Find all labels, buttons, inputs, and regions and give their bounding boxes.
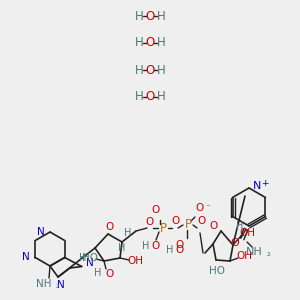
Text: H: H [94,268,102,278]
Text: NH: NH [36,279,52,289]
Text: H: H [157,37,165,50]
Text: N: N [57,280,65,290]
Text: O: O [198,216,206,226]
Text: H: H [142,241,150,251]
Text: H: H [157,91,165,103]
Text: HO: HO [82,253,98,263]
Text: O: O [105,269,113,279]
Text: ⁻: ⁻ [206,203,210,212]
Text: H: H [79,253,87,263]
Text: O: O [152,241,160,251]
Text: OH: OH [127,256,143,266]
Text: O: O [145,217,153,227]
Text: O: O [152,205,160,215]
Text: H: H [135,64,143,76]
Text: H: H [135,91,143,103]
Text: O: O [146,91,154,103]
Text: O: O [146,37,154,50]
Text: O: O [210,221,218,231]
Text: OH: OH [239,228,255,238]
Text: O: O [176,240,184,250]
Text: P: P [160,221,167,235]
Text: P: P [184,218,191,232]
Text: ₂: ₂ [55,280,59,290]
Text: H: H [118,243,126,253]
Text: HO: HO [209,266,225,276]
Text: N: N [37,227,45,237]
Text: H: H [135,37,143,50]
Text: O: O [175,245,183,255]
Text: NH: NH [246,247,262,257]
Text: ₂: ₂ [267,248,271,258]
Text: N: N [253,181,261,191]
Text: H: H [166,245,174,255]
Text: H: H [236,221,244,231]
Text: N: N [22,253,30,262]
Text: H: H [124,228,132,238]
Text: N: N [86,257,94,268]
Text: O: O [172,216,180,226]
Text: O: O [231,238,239,248]
Text: H: H [157,64,165,76]
Text: O: O [195,203,203,213]
Text: H: H [135,10,143,22]
Text: OH: OH [236,251,252,261]
Text: H: H [157,10,165,22]
Text: O: O [105,222,113,232]
Text: +: + [261,178,269,188]
Text: O: O [146,64,154,76]
Text: O: O [146,10,154,22]
